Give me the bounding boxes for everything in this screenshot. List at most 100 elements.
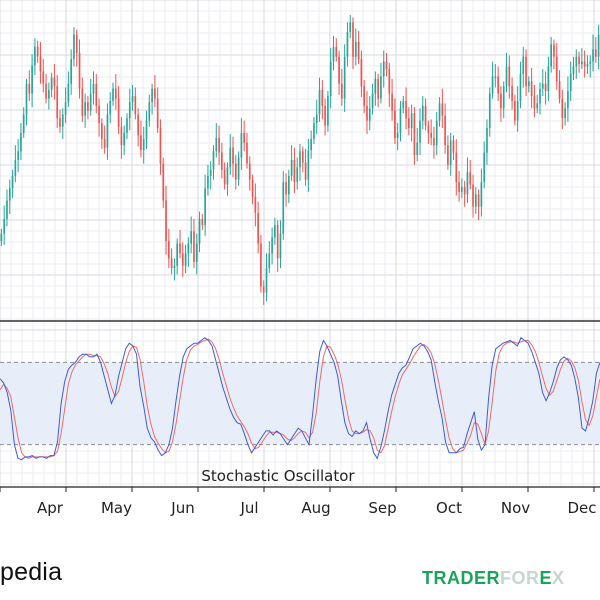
candle	[221, 142, 223, 179]
candle	[555, 43, 558, 90]
candle	[271, 227, 273, 265]
candle	[547, 56, 550, 101]
candle	[335, 38, 338, 62]
candle	[324, 98, 326, 136]
candle	[514, 94, 516, 126]
candle	[564, 102, 566, 126]
candle	[64, 87, 67, 124]
candle	[190, 216, 192, 254]
candle	[123, 125, 126, 156]
candle	[14, 145, 17, 183]
candle	[410, 104, 413, 142]
candle	[477, 189, 480, 221]
candle	[162, 157, 165, 208]
time-axis: Apr May Jun Jul Aug Sep Oct Nov Dec	[0, 487, 597, 517]
stochastic-d-line	[0, 338, 600, 459]
candle	[408, 107, 410, 136]
candle	[285, 173, 287, 207]
candle	[148, 94, 151, 127]
candle	[73, 27, 75, 67]
candle	[516, 86, 519, 132]
candle	[201, 214, 204, 231]
x-tick-label: Jun	[170, 499, 194, 517]
candle	[184, 244, 187, 274]
candle	[396, 123, 399, 151]
candle	[131, 84, 134, 111]
candle	[357, 30, 360, 65]
candle	[327, 91, 329, 132]
candle	[416, 128, 419, 162]
watermark-right: TRADERFOREX	[422, 568, 565, 589]
candle	[346, 22, 349, 67]
candle	[332, 35, 335, 71]
candle	[491, 61, 494, 99]
candle	[61, 108, 64, 140]
price-candles	[0, 14, 600, 305]
candle	[530, 67, 533, 109]
candle	[444, 103, 446, 154]
candle	[92, 71, 95, 105]
candle	[391, 78, 393, 121]
candle	[106, 103, 109, 160]
candle	[594, 37, 597, 63]
candle	[304, 148, 307, 186]
candle	[399, 100, 402, 142]
oscillator-label: Stochastic Oscillator	[201, 467, 355, 485]
candle	[128, 88, 131, 131]
candle	[315, 99, 318, 135]
candle	[103, 125, 106, 154]
candle	[469, 159, 472, 190]
candle	[583, 50, 586, 78]
candle	[75, 29, 78, 67]
candle	[20, 123, 22, 160]
candle	[572, 56, 575, 81]
candle	[452, 135, 455, 160]
candle	[151, 83, 153, 115]
candle	[34, 38, 36, 76]
candle	[276, 220, 279, 272]
candle	[248, 156, 251, 191]
candle	[226, 162, 229, 196]
candle	[165, 185, 167, 255]
candle	[17, 139, 19, 173]
watermark-right-a: TRADER	[422, 568, 500, 588]
candle	[575, 49, 578, 79]
candle	[140, 120, 142, 158]
candle	[279, 220, 282, 269]
candle	[366, 91, 368, 135]
candle	[541, 69, 544, 97]
candle	[84, 93, 86, 128]
candle	[313, 116, 315, 144]
candle	[28, 70, 31, 101]
watermark-right-c: E	[539, 568, 553, 588]
candle	[522, 46, 525, 88]
candle	[240, 118, 243, 170]
candle	[212, 145, 215, 180]
x-tick-label: Apr	[37, 499, 64, 517]
candle	[67, 71, 70, 108]
candle	[567, 76, 569, 122]
candle	[198, 211, 201, 253]
candle	[288, 169, 290, 203]
candle	[114, 73, 117, 110]
candle	[48, 82, 50, 110]
candle	[352, 17, 354, 69]
candle	[505, 53, 508, 93]
candle	[181, 242, 184, 277]
candle	[98, 98, 100, 137]
candle	[561, 89, 564, 130]
candle	[472, 174, 474, 218]
candle	[120, 116, 123, 159]
candle	[441, 88, 444, 128]
candle	[377, 73, 379, 108]
candle	[218, 125, 220, 165]
candle	[388, 62, 391, 108]
candle	[589, 55, 592, 78]
candle	[25, 78, 28, 126]
candle	[343, 44, 346, 113]
candle	[447, 135, 449, 170]
candle	[243, 120, 246, 152]
candle	[290, 145, 293, 181]
candle	[134, 87, 137, 120]
candle	[433, 126, 435, 159]
